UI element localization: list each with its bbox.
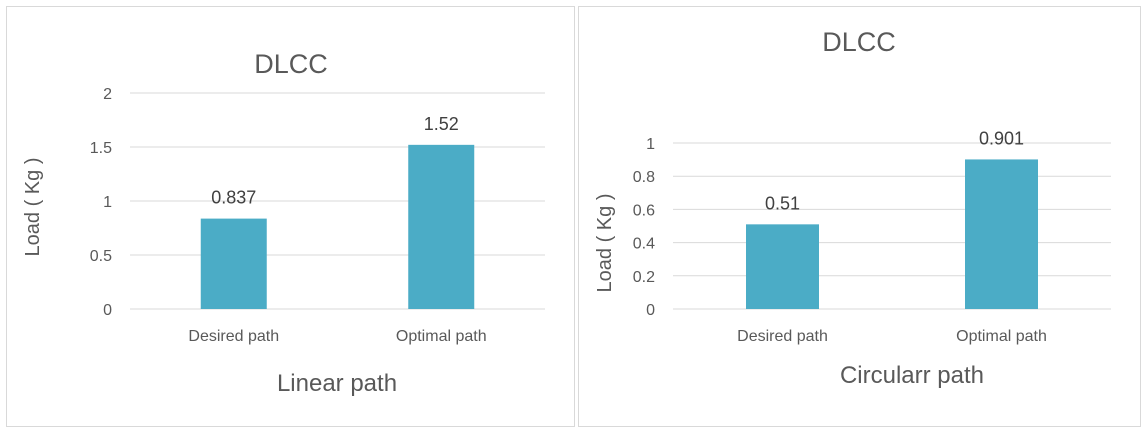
x-axis-title: Linear path [277,370,397,397]
x-category-label: Desired path [737,328,828,345]
y-tick-label: 0 [103,302,112,319]
data-label: 1.52 [424,114,459,134]
y-axis-title: Load ( Kg ) [22,158,44,257]
y-tick-label: 2 [103,86,112,103]
y-tick-label: 1 [646,136,655,153]
chart-panel-circular: DLCC Load ( Kg ) Circularr path 0 0.2 0.4 0… [578,6,1141,427]
bar [965,159,1038,309]
chart-panel-linear: DLCC Load ( Kg ) Linear path 0 0.5 1 1.5 2 0.… [6,6,575,427]
data-label: 0.901 [979,128,1024,148]
y-tick-label: 0.2 [633,269,655,286]
y-tick-label: 0 [646,302,655,319]
chart-linear-svg: DLCC Load ( Kg ) Linear path 00.511.520.… [22,49,545,397]
bar [746,224,819,309]
x-category-label: Optimal path [956,328,1047,345]
chart-circular-svg: DLCC Load ( Kg ) Circularr path 0 0.2 0.4 0… [594,27,1111,389]
y-tick-label: 1.5 [90,140,112,157]
data-label: 0.837 [211,188,256,208]
bar [408,144,475,309]
x-axis-title: Circularr path [840,362,984,389]
y-axis-title: Load ( Kg ) [594,194,616,293]
y-tick-label: 0.8 [633,169,655,186]
x-category-label: Desired path [188,328,279,345]
data-label: 0.51 [765,193,800,213]
x-category-label: Optimal path [396,328,487,345]
bar [200,218,267,309]
y-tick-label: 0.6 [633,202,655,219]
y-tick-label: 1 [103,194,112,211]
chart-title: DLCC [254,49,328,79]
y-tick-label: 0.4 [633,236,655,253]
y-tick-label: 0.5 [90,248,112,265]
chart-title: DLCC [822,27,896,57]
